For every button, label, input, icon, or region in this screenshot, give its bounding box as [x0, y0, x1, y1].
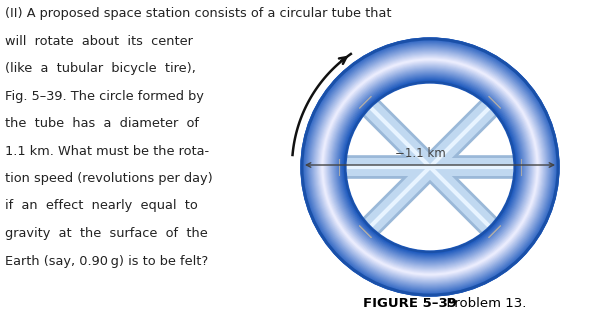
Circle shape — [302, 39, 558, 295]
Text: will  rotate  about  its  center: will rotate about its center — [5, 34, 193, 48]
Text: Earth (say, 0.90 g) is to be felt?: Earth (say, 0.90 g) is to be felt? — [5, 254, 209, 268]
Text: (II) A proposed space station consists of a circular tube that: (II) A proposed space station consists o… — [5, 7, 391, 20]
Text: gravity  at  the  surface  of  the: gravity at the surface of the — [5, 227, 208, 240]
Text: if  an  effect  nearly  equal  to: if an effect nearly equal to — [5, 200, 198, 213]
Text: the  tube  has  a  diameter  of: the tube has a diameter of — [5, 117, 199, 130]
Text: Fig. 5–39. The circle formed by: Fig. 5–39. The circle formed by — [5, 90, 204, 102]
Text: −1.1 km: −1.1 km — [395, 147, 445, 160]
Text: FIGURE 5–39: FIGURE 5–39 — [363, 297, 457, 310]
Circle shape — [345, 82, 515, 252]
Text: (like  a  tubular  bicycle  tire),: (like a tubular bicycle tire), — [5, 62, 196, 75]
Circle shape — [345, 82, 515, 252]
Text: 1.1 km. What must be the rota-: 1.1 km. What must be the rota- — [5, 145, 209, 157]
Text: Problem 13.: Problem 13. — [438, 297, 526, 310]
Text: tion speed (revolutions per day): tion speed (revolutions per day) — [5, 172, 213, 185]
